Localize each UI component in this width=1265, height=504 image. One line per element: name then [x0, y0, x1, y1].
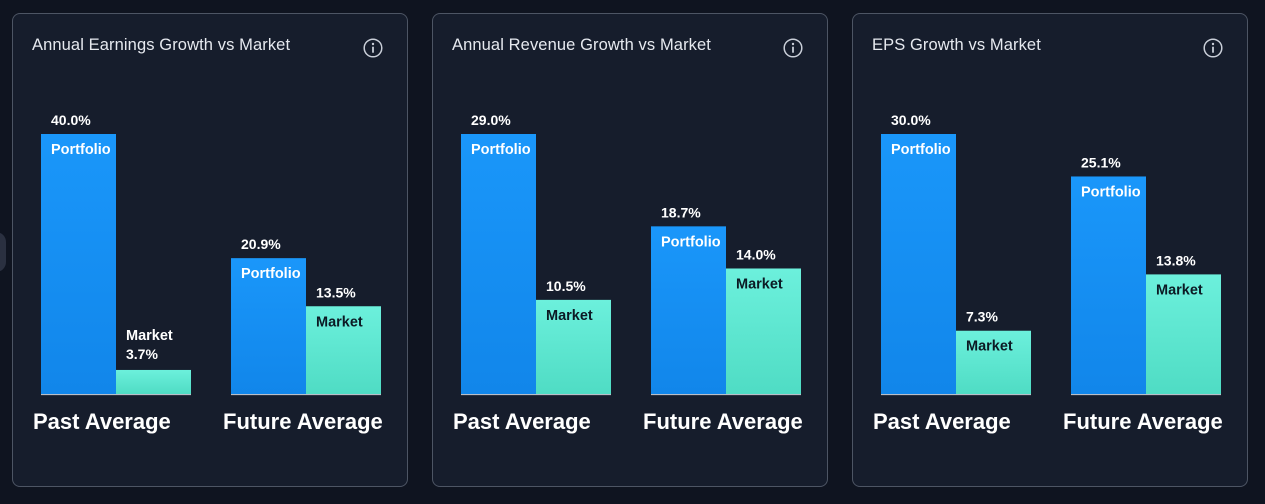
revenue-growth-card: Annual Revenue Growth vs Market Portfoli… — [432, 13, 828, 487]
data-label: 13.8% — [1156, 252, 1196, 268]
data-label: 14.0% — [736, 246, 776, 262]
bar-portfolio-past[interactable] — [461, 134, 536, 394]
series-label: Portfolio — [241, 266, 301, 282]
card-title: Annual Earnings Growth vs Market — [32, 36, 291, 54]
bar-portfolio-future[interactable] — [651, 226, 726, 394]
category-label: Past Average — [873, 409, 1011, 434]
category-label: Past Average — [453, 409, 591, 434]
data-label: 3.7% — [126, 346, 158, 362]
bar-portfolio-future[interactable] — [231, 258, 306, 394]
bar-portfolio-past[interactable] — [41, 134, 116, 394]
info-icon[interactable] — [1203, 38, 1223, 58]
bar-market-past[interactable] — [956, 330, 1031, 394]
category-label: Future Average — [223, 409, 383, 434]
earnings-growth-chart: Portfolio 40.0% Market 3.7% Past Average Port… — [33, 112, 383, 434]
series-label: Market — [736, 276, 783, 292]
bar-market-past[interactable] — [116, 369, 191, 394]
data-label: 20.9% — [241, 236, 281, 252]
bar-market-future[interactable] — [306, 306, 381, 394]
data-label: 18.7% — [661, 204, 701, 220]
info-icon[interactable] — [363, 38, 383, 58]
data-label: 7.3% — [966, 309, 998, 325]
category-label: Future Average — [1063, 409, 1223, 434]
series-label: Portfolio — [51, 142, 111, 158]
series-label: Market — [1156, 282, 1203, 298]
card-title: EPS Growth vs Market — [872, 36, 1041, 54]
category-label: Future Average — [643, 409, 803, 434]
revenue-growth-chart: Portfolio 29.0% Market 10.5% Past Average Por… — [453, 112, 803, 434]
bar-market-past[interactable] — [536, 299, 611, 394]
scroll-left-handle[interactable] — [0, 232, 6, 272]
bar-portfolio-future[interactable] — [1071, 176, 1146, 394]
info-icon[interactable] — [783, 38, 803, 58]
data-label: 10.5% — [546, 278, 586, 294]
data-label: 29.0% — [471, 112, 511, 128]
series-label: Portfolio — [661, 234, 721, 250]
earnings-growth-card: Annual Earnings Growth vs Market Portfol… — [12, 13, 408, 487]
series-label: Market — [126, 328, 173, 344]
bar-market-future[interactable] — [1146, 274, 1221, 394]
series-label: Market — [966, 339, 1013, 355]
series-label: Portfolio — [891, 142, 951, 158]
eps-growth-card: EPS Growth vs Market Portfolio 30.0% Marke… — [852, 13, 1248, 487]
series-label: Portfolio — [1081, 184, 1141, 200]
series-label: Portfolio — [471, 142, 531, 158]
bar-market-future[interactable] — [726, 268, 801, 394]
bar-portfolio-past[interactable] — [881, 134, 956, 394]
data-label: 30.0% — [891, 112, 931, 128]
data-label: 13.5% — [316, 284, 356, 300]
series-label: Market — [316, 314, 363, 330]
card-title: Annual Revenue Growth vs Market — [452, 36, 711, 54]
series-label: Market — [546, 308, 593, 324]
data-label: 40.0% — [51, 112, 91, 128]
eps-growth-chart: Portfolio 30.0% Market 7.3% Past Average Port… — [873, 112, 1223, 434]
data-label: 25.1% — [1081, 154, 1121, 170]
category-label: Past Average — [33, 409, 171, 434]
